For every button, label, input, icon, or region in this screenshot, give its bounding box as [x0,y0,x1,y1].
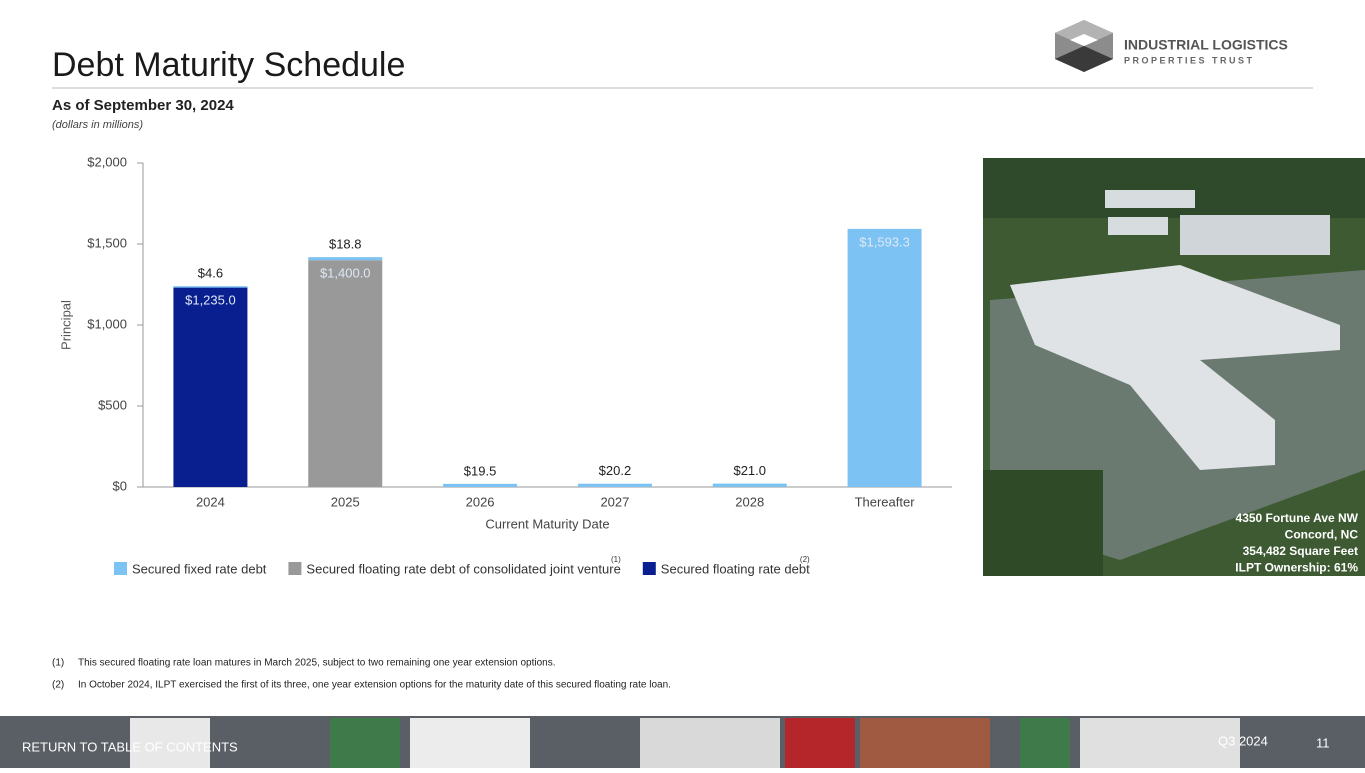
x-tick-label: 2025 [331,494,360,509]
bar-segment [173,286,248,487]
legend-swatch [288,562,302,575]
y-tick-label: $1,500 [87,235,127,250]
y-tick-label: $500 [98,397,127,412]
value-label: $1,235.0 [185,292,236,307]
legend-superscript: (1) [611,555,621,564]
x-tick-label: 2024 [196,494,225,509]
x-tick-label: Thereafter [855,494,916,509]
bar-segment [308,260,383,487]
bar-segment [173,286,248,288]
value-label: $19.5 [464,463,497,478]
legend-swatch [642,562,656,575]
logo [1055,20,1113,72]
photo-caption: ILPT Ownership: 61% [1235,561,1358,575]
logo-text: INDUSTRIAL LOGISTICS [1124,37,1288,53]
y-tick-label: $2,000 [87,154,127,169]
bar-segment [712,483,787,487]
title: Debt Maturity Schedule [52,46,405,84]
bar-segment [308,257,383,261]
legend-superscript: (2) [800,555,810,564]
value-label: $1,400.0 [320,266,371,281]
legend-swatch [114,562,127,575]
footnote-marker: (2) [52,680,64,691]
photo-caption: 354,482 Square Feet [1243,544,1358,558]
legend-label: Secured floating rate debt of consolidat… [306,561,620,576]
value-label: $4.6 [198,266,223,281]
legend-label: Secured fixed rate debt [132,561,267,576]
logo-text: PROPERTIES TRUST [1124,55,1255,65]
page-number: 11 [1316,735,1330,750]
photo [983,158,1365,576]
footnote-text: In October 2024, ILPT exercised the firs… [78,680,671,691]
photo-caption: Concord, NC [1285,528,1359,542]
subtitle: As of September 30, 2024 [52,97,234,114]
y-tick-label: $1,000 [87,316,127,331]
y-tick-label: $0 [113,478,127,493]
period: Q3 2024 [1218,733,1268,748]
value-label: $1,593.3 [859,234,910,249]
value-label: $21.0 [733,463,766,478]
value-label: $20.2 [599,463,632,478]
x-axis-title: Current Maturity Date [485,516,609,531]
units-note: (dollars in millions) [52,119,143,131]
x-tick-label: 2026 [466,494,495,509]
x-tick-label: 2027 [600,494,629,509]
bar-segment [443,483,518,487]
x-tick-label: 2028 [735,494,764,509]
y-axis-title: Principal [58,300,73,350]
footer-band [0,716,1365,768]
footnote-marker: (1) [52,658,64,669]
footnote-text: This secured floating rate loan matures … [78,658,556,669]
bar-segment [577,483,652,487]
toc-link[interactable]: RETURN TO TABLE OF CONTENTS [22,739,238,754]
value-label: $18.8 [329,237,362,252]
bar-segment [847,228,922,487]
photo-caption: 4350 Fortune Ave NW [1236,511,1359,525]
legend-label: Secured floating rate debt [661,561,810,576]
